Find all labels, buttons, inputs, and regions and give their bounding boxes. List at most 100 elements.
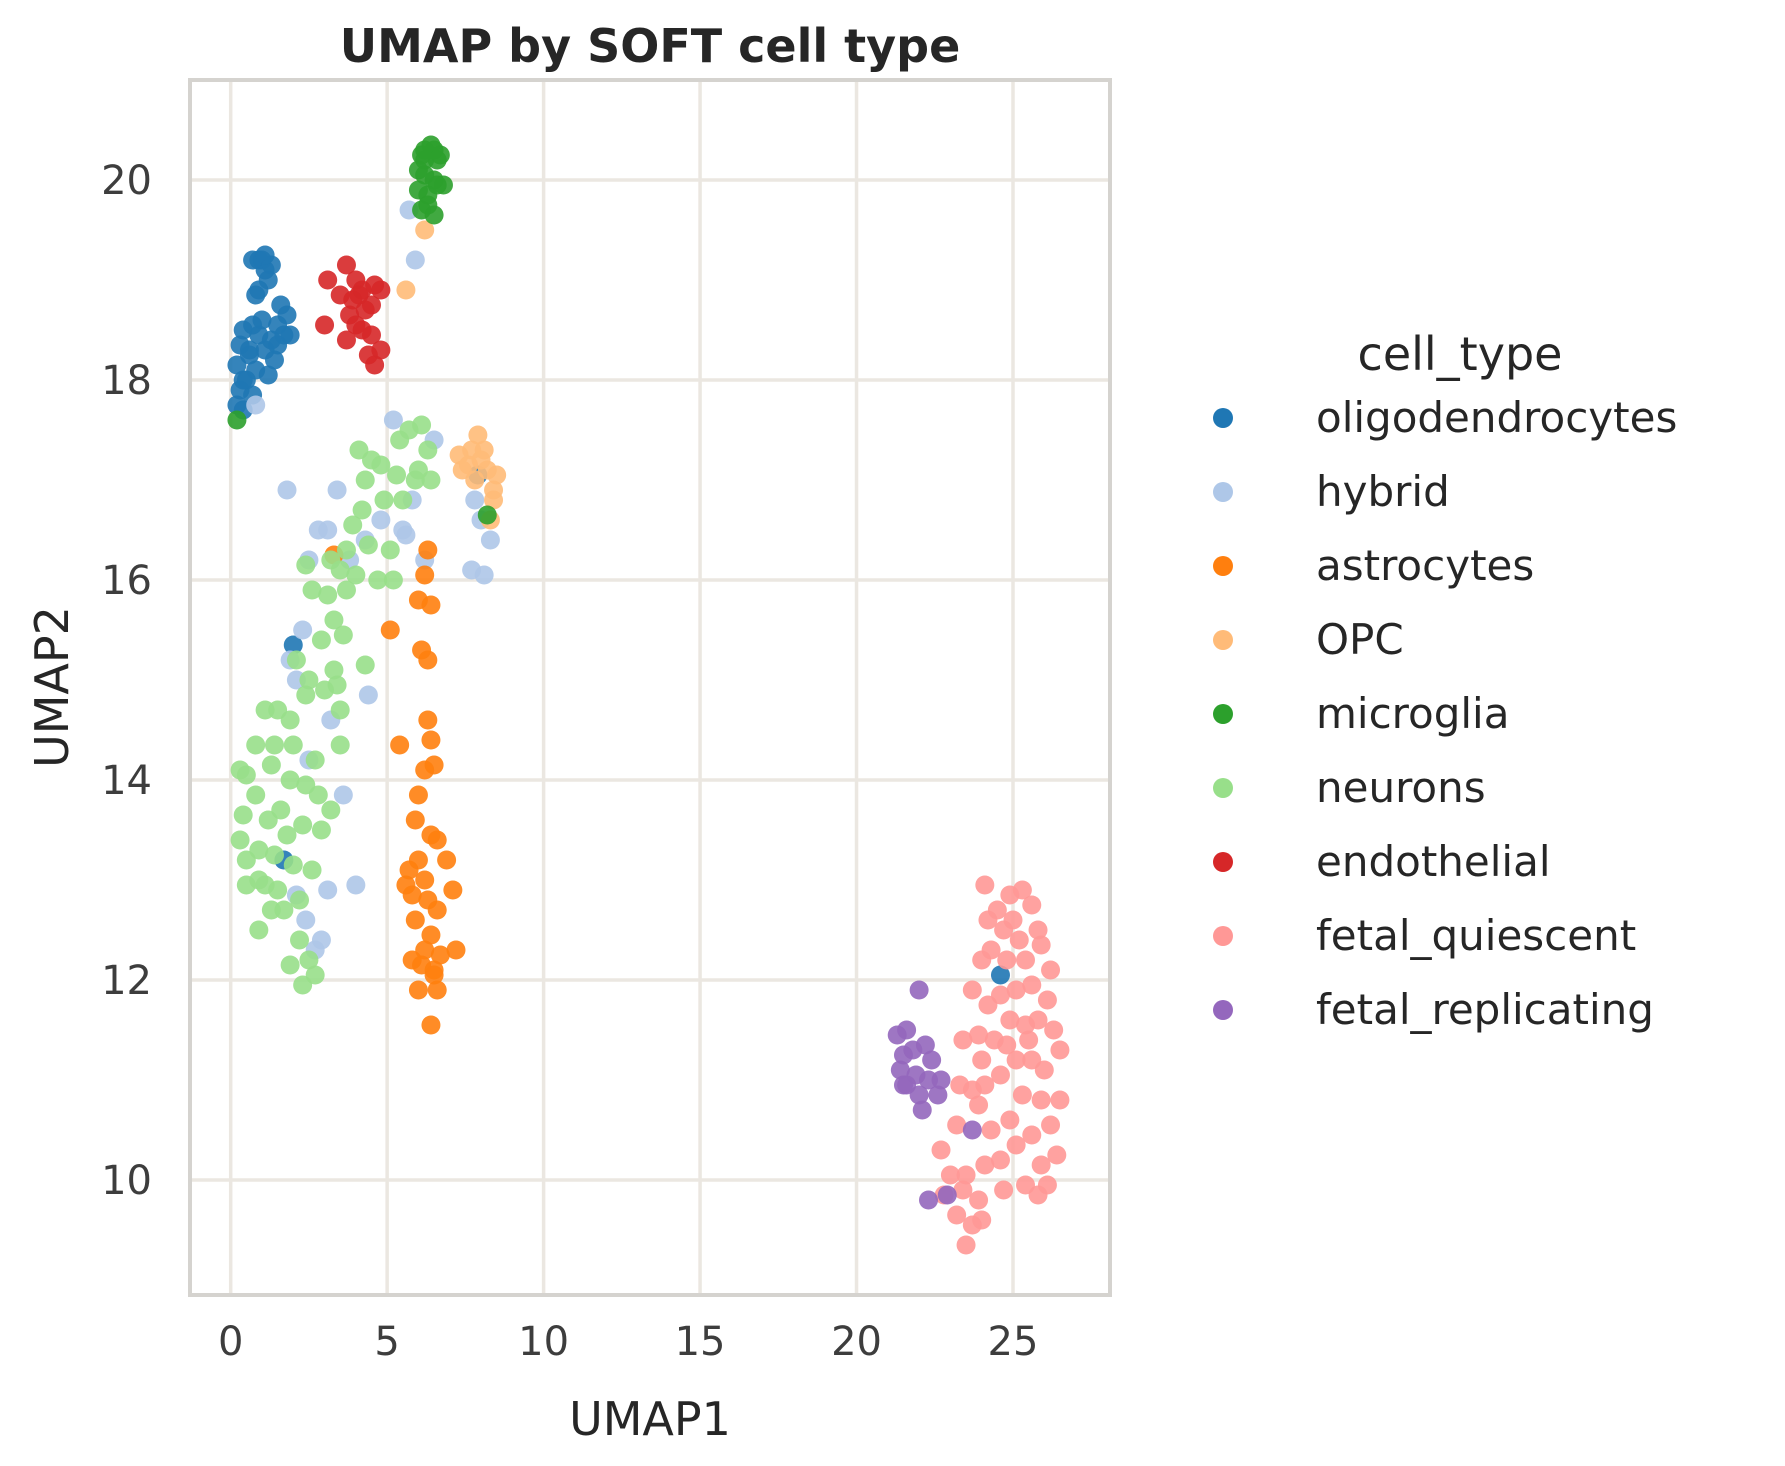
scatter-point [280, 770, 300, 790]
scatter-point [956, 1235, 976, 1255]
scatter-point [994, 1180, 1014, 1200]
scatter-point [953, 1180, 973, 1200]
scatter-point [318, 520, 338, 540]
scatter-point [421, 925, 441, 945]
scatter-point [1028, 1185, 1048, 1205]
scatter-point [427, 150, 447, 170]
scatter-point [953, 1030, 973, 1050]
scatter-point [433, 175, 453, 195]
legend-label: OPC [1316, 615, 1404, 664]
legend-marker [1213, 556, 1233, 576]
scatter-point [990, 1150, 1010, 1170]
x-tick-label: 5 [374, 1319, 399, 1365]
scatter-point [408, 180, 428, 200]
scatter-point [365, 355, 385, 375]
scatter-point [962, 1120, 982, 1140]
scatter-point [255, 700, 275, 720]
legend-title: cell_type [1358, 327, 1563, 381]
scatter-point [324, 660, 344, 680]
scatter-point [408, 460, 428, 480]
scatter-point [258, 365, 278, 385]
scatter-point [361, 325, 381, 345]
scatter-point [296, 555, 316, 575]
scatter-point [978, 995, 998, 1015]
series-hybrid [246, 200, 500, 960]
scatter-point [1000, 1010, 1020, 1030]
legend-marker [1213, 408, 1233, 428]
scatter-point [919, 1190, 939, 1210]
scatter-point [343, 515, 363, 535]
scatter-point [393, 490, 413, 510]
scatter-point [430, 945, 450, 965]
series-oligodendrocytes [227, 245, 1010, 985]
scatter-point [468, 425, 488, 445]
scatter-point [290, 930, 310, 950]
scatter-point [355, 655, 375, 675]
scatter-point [318, 880, 338, 900]
legend-label: fetal_replicating [1316, 985, 1654, 1034]
scatter-point [1006, 980, 1026, 1000]
scatter-point [249, 840, 269, 860]
scatter-point [387, 465, 407, 485]
scatter-point [358, 685, 378, 705]
legend-marker [1213, 1000, 1233, 1020]
scatter-point [412, 415, 432, 435]
scatter-point [296, 910, 316, 930]
scatter-point [418, 540, 438, 560]
legend-label: hybrid [1316, 467, 1450, 516]
scatter-point [396, 280, 416, 300]
scatter-point [233, 370, 253, 390]
scatter-point [233, 805, 253, 825]
chart-title: UMAP by SOFT cell type [340, 19, 961, 73]
scatter-point [271, 800, 291, 820]
scatter-point [243, 315, 263, 335]
y-tick-label: 18 [101, 358, 152, 404]
scatter-point [480, 530, 500, 550]
scatter-point [1009, 930, 1029, 950]
x-tick-label: 10 [518, 1319, 569, 1365]
scatter-point [261, 755, 281, 775]
scatter-point [909, 1085, 929, 1105]
scatter-point [912, 1100, 932, 1120]
scatter-point [330, 735, 350, 755]
legend-item: hybrid [1213, 467, 1450, 516]
scatter-point [418, 440, 438, 460]
scatter-point [390, 735, 410, 755]
scatter-point [280, 955, 300, 975]
legend-label: neurons [1316, 763, 1486, 812]
legend-item: OPC [1213, 615, 1404, 664]
scatter-point [277, 825, 297, 845]
scatter-point [239, 340, 259, 360]
scatter-point [928, 1085, 948, 1105]
scatter-point [972, 950, 992, 970]
series-endothelial [315, 255, 391, 375]
legend-label: microglia [1316, 689, 1509, 738]
y-tick-label: 12 [101, 958, 152, 1004]
scatter-point [1041, 1115, 1061, 1135]
scatter-point [274, 900, 294, 920]
scatter-point [421, 595, 441, 615]
scatter-point [405, 250, 425, 270]
scatter-point [950, 1075, 970, 1095]
scatter-point [346, 565, 366, 585]
scatter-point [396, 525, 416, 545]
scatter-point [371, 510, 391, 530]
scatter-point [421, 730, 441, 750]
scatter-point [333, 785, 353, 805]
scatter-point [374, 490, 394, 510]
scatter-point [990, 1065, 1010, 1085]
scatter-point [897, 1020, 917, 1040]
scatter-point [296, 685, 316, 705]
scatter-point [321, 550, 341, 570]
tick-labels: 0 5 10 15 20 25 10 12 14 16 18 20 [101, 158, 1038, 1365]
legend-item: oligodendrocytes [1213, 393, 1677, 442]
scatter-point [940, 1165, 960, 1185]
scatter-point [255, 245, 275, 265]
scatter-point [277, 480, 297, 500]
legend-label: fetal_quiescent [1316, 911, 1636, 960]
scatter-point [368, 570, 388, 590]
scatter-point [336, 330, 356, 350]
legend-marker [1213, 704, 1233, 724]
scatter-point [443, 880, 463, 900]
